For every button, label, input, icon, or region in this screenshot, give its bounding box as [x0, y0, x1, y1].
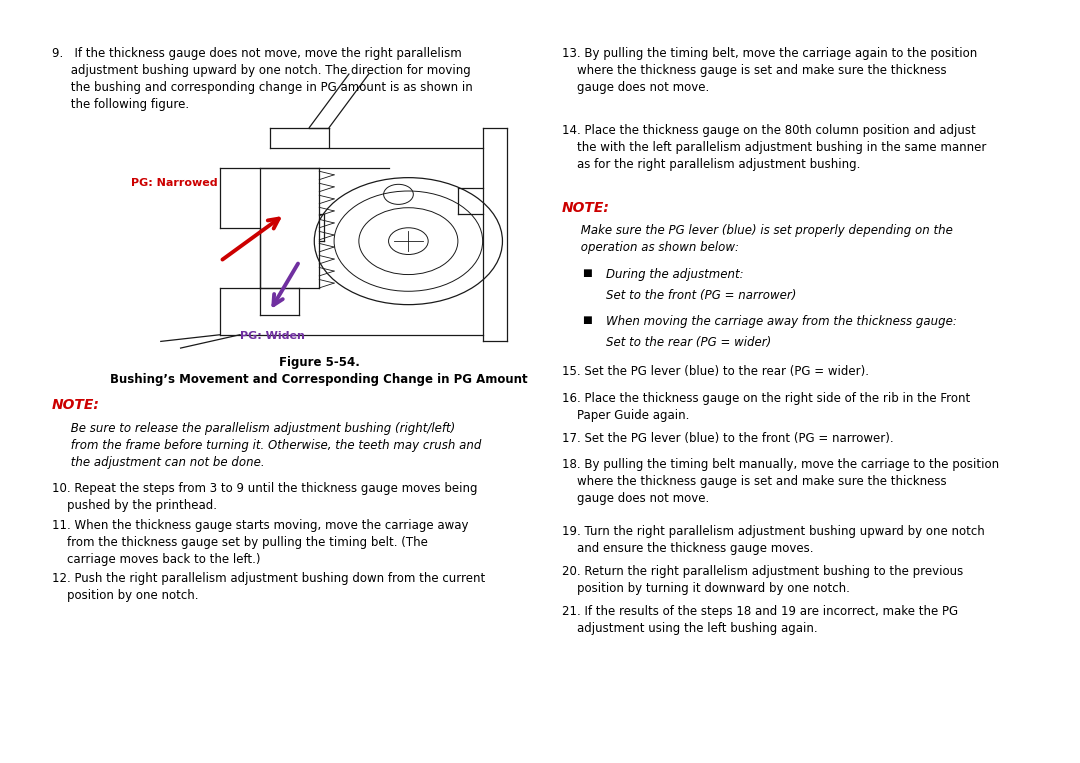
Text: Revision C: Revision C: [999, 13, 1067, 27]
Text: Set to the rear (PG = wider): Set to the rear (PG = wider): [607, 336, 772, 349]
Text: NOTE:: NOTE:: [52, 398, 99, 412]
Text: Make sure the PG lever (blue) is set properly depending on the
     operation as: Make sure the PG lever (blue) is set pro…: [562, 224, 953, 254]
Text: Be sure to release the parallelism adjustment bushing (right/left)
     from the: Be sure to release the parallelism adjus…: [52, 422, 482, 468]
Text: 14. Place the thickness gauge on the 80th column position and adjust
    the wit: 14. Place the thickness gauge on the 80t…: [562, 124, 986, 171]
Text: Adjustments: Adjustments: [498, 736, 582, 750]
Text: 10. Repeat the steps from 3 to 9 until the thickness gauge moves being
    pushe: 10. Repeat the steps from 3 to 9 until t…: [52, 481, 477, 512]
Text: 19. Turn the right parallelism adjustment bushing upward by one notch
    and en: 19. Turn the right parallelism adjustmen…: [562, 525, 985, 555]
Text: PG: Widen: PG: Widen: [240, 331, 305, 341]
Text: 18. By pulling the timing belt manually, move the carriage to the position
    w: 18. By pulling the timing belt manually,…: [562, 459, 999, 505]
Text: 16. Place the thickness gauge on the right side of the rib in the Front
    Pape: 16. Place the thickness gauge on the rig…: [562, 391, 970, 421]
Text: 13. By pulling the timing belt, move the carriage again to the position
    wher: 13. By pulling the timing belt, move the…: [562, 47, 977, 95]
Text: PG: Narrowed: PG: Narrowed: [131, 178, 218, 188]
Text: ■: ■: [582, 314, 592, 325]
Text: ■: ■: [582, 268, 592, 278]
Text: 9.   If the thickness gauge does not move, move the right parallelism
     adjus: 9. If the thickness gauge does not move,…: [52, 47, 473, 111]
Text: 15. Set the PG lever (blue) to the rear (PG = wider).: 15. Set the PG lever (blue) to the rear …: [562, 365, 869, 378]
Text: Bushing’s Movement and Corresponding Change in PG Amount: Bushing’s Movement and Corresponding Cha…: [110, 373, 528, 387]
Text: 12. Push the right parallelism adjustment bushing down from the current
    posi: 12. Push the right parallelism adjustmen…: [52, 572, 485, 602]
Text: 17. Set the PG lever (blue) to the front (PG = narrower).: 17. Set the PG lever (blue) to the front…: [562, 432, 893, 445]
Text: 21. If the results of the steps 18 and 19 are incorrect, make the PG
    adjustm: 21. If the results of the steps 18 and 1…: [562, 605, 958, 636]
Text: 11. When the thickness gauge starts moving, move the carriage away
    from the : 11. When the thickness gauge starts movi…: [52, 519, 469, 565]
Text: During the adjustment:: During the adjustment:: [607, 268, 744, 281]
Text: Adjustment: Adjustment: [13, 736, 90, 750]
Text: 20. Return the right parallelism adjustment bushing to the previous
    position: 20. Return the right parallelism adjustm…: [562, 565, 963, 595]
Text: Set to the front (PG = narrower): Set to the front (PG = narrower): [607, 289, 797, 302]
Text: When moving the carriage away from the thickness gauge:: When moving the carriage away from the t…: [607, 314, 957, 327]
Text: Figure 5-54.: Figure 5-54.: [279, 356, 360, 369]
Text: NOTE:: NOTE:: [562, 201, 610, 215]
Text: 159: 159: [1042, 736, 1067, 750]
Text: EPSON Stylus Color 900: EPSON Stylus Color 900: [13, 13, 171, 27]
